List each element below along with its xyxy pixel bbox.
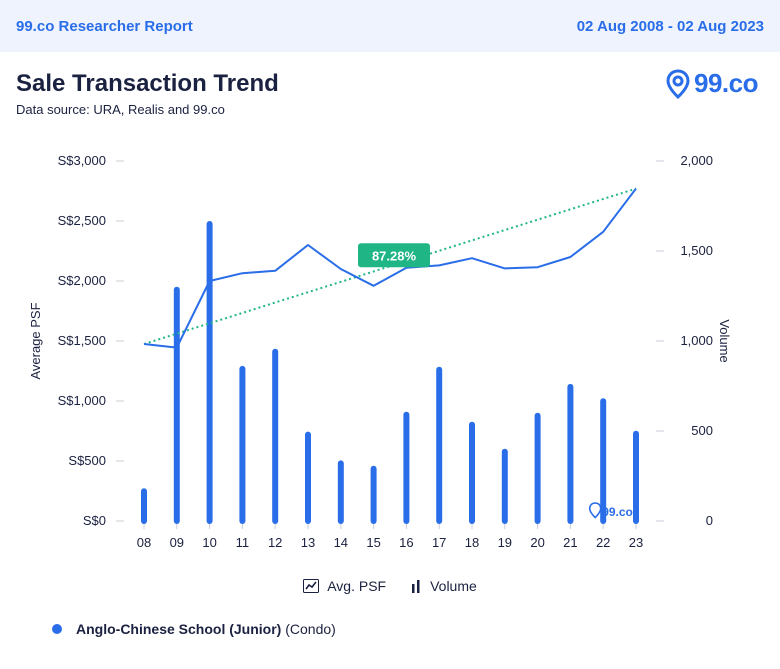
transaction-chart: S$0 S$500 S$1,000 S$1,500 S$2,000 S$2,500 S$3,… [28, 153, 732, 550]
x-tick-label: 18 [465, 535, 479, 550]
chart-area: S$0 S$500 S$1,000 S$1,500 S$2,000 S$2,500 S$3,… [0, 122, 780, 550]
x-tick-label: 11 [236, 535, 250, 550]
y-right-tick-label: 500 [691, 423, 713, 438]
x-tick-label: 22 [596, 535, 610, 550]
x-tick-label: 15 [366, 535, 380, 550]
y-right-tick-label: 0 [706, 513, 713, 528]
y-left-tick-label: S$500 [68, 453, 106, 468]
report-header: 99.co Researcher Report 02 Aug 2008 - 02… [0, 0, 780, 52]
y-left-tick-label: S$0 [83, 513, 106, 528]
trend-line [143, 187, 637, 345]
school-type: (Condo) [285, 621, 336, 637]
x-tick-label: 19 [498, 535, 512, 550]
logo-text: 99.co [694, 68, 759, 98]
trend-badge-label: 87.28% [372, 248, 417, 263]
y-right-tick-label: 2,000 [680, 153, 713, 168]
line-chart-icon [303, 579, 320, 593]
chart-legend: Avg. PSF Volume [0, 578, 780, 594]
brand-logo: 99.co [666, 68, 759, 99]
school-dot [52, 624, 62, 634]
watermark-pin-icon [588, 502, 602, 519]
school-name: Anglo-Chinese School (Junior) [76, 621, 282, 637]
y-right-tick-label: 1,000 [680, 333, 713, 348]
bar-chart-icon [412, 580, 420, 593]
x-tick-label: 20 [530, 535, 544, 550]
y-left-tick-label: S$1,000 [58, 393, 106, 408]
watermark-logo: 99.co [588, 502, 633, 519]
x-tick-label: 12 [268, 535, 282, 550]
y-left-tick-label: S$1,500 [58, 333, 106, 348]
chart-header: Sale Transaction Trend Data source: URA,… [0, 52, 780, 122]
chart-title: Sale Transaction Trend [16, 70, 279, 97]
x-tick-label: 10 [202, 535, 216, 550]
location-pin-icon [666, 68, 690, 99]
y-left-tick-label: S$2,000 [58, 273, 106, 288]
x-tick-label: 23 [629, 535, 643, 550]
y-left-tick-label: S$3,000 [58, 153, 106, 168]
school-label: Anglo-Chinese School (Junior) (Condo) [52, 621, 336, 637]
data-source: Data source: URA, Realis and 99.co [16, 102, 225, 117]
x-tick-label: 09 [170, 535, 184, 550]
x-tick-label: 08 [137, 535, 151, 550]
x-tick-label: 13 [301, 535, 315, 550]
legend-label-psf: Avg. PSF [327, 578, 387, 594]
x-tick-label: 17 [432, 535, 446, 550]
y-right-axis-title: Volume [717, 319, 732, 362]
avg-psf-line [143, 187, 637, 349]
report-date-range: 02 Aug 2008 - 02 Aug 2023 [576, 17, 764, 35]
trend-badge-background [358, 243, 430, 268]
x-tick-label: 14 [334, 535, 348, 550]
trend-badge: 87.28% [358, 243, 430, 268]
y-left-axis-title: Average PSF [28, 302, 43, 379]
legend-item-psf[interactable]: Avg. PSF [303, 578, 386, 594]
x-tick-label: 21 [563, 535, 577, 550]
watermark-text: 99.co [602, 505, 633, 519]
legend-label-volume: Volume [430, 578, 477, 594]
y-left-tick-label: S$2,500 [58, 213, 106, 228]
legend-item-volume[interactable]: Volume [410, 578, 477, 594]
y-right-tick-label: 1,500 [680, 243, 713, 258]
x-tick-label: 16 [399, 535, 413, 550]
report-brand: 99.co Researcher Report [16, 17, 193, 35]
